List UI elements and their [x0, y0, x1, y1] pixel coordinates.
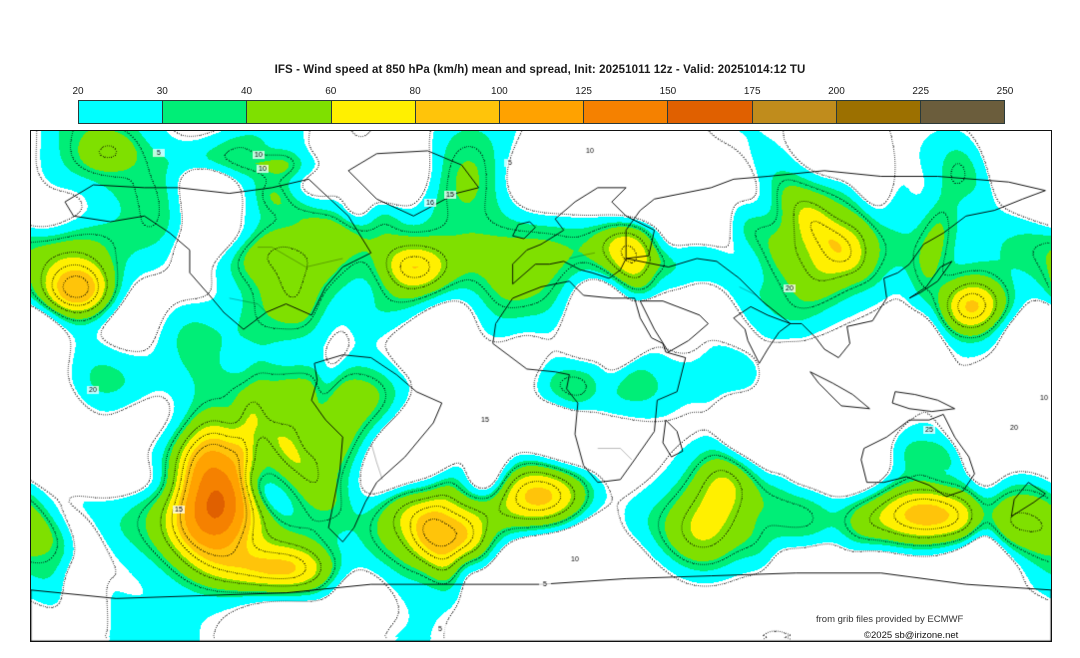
colorbar-segment-150: [668, 101, 753, 123]
colorbar-tick-150: 150: [659, 86, 677, 97]
colorbar-segment-60: [331, 101, 416, 123]
colorbar-tick-175: 175: [743, 86, 761, 97]
colorbar-tick-60: 60: [325, 86, 337, 97]
page-title: IFS - Wind speed at 850 hPa (km/h) mean …: [274, 64, 806, 76]
colorbar-segment-80: [415, 101, 500, 123]
colorbar-gradient: [78, 100, 1005, 124]
colorbar-tick-200: 200: [828, 86, 845, 97]
colorbar-tick-30: 30: [156, 86, 168, 97]
colorbar: 20 30 40 60 80 100 125 150 175 200 225 250: [72, 86, 1013, 126]
map-frame[interactable]: [30, 130, 1052, 642]
colorbar-segment-30: [163, 101, 248, 123]
colorbar-segment-20: [79, 101, 164, 123]
colorbar-segment-100: [499, 101, 585, 123]
copyright-notice: ©2025 sb@irizone.net: [864, 630, 959, 641]
colorbar-segment-225: [920, 101, 1005, 123]
colorbar-tick-250: 250: [996, 86, 1014, 97]
data-source-credit: from grib files provided by ECMWF: [816, 614, 964, 625]
colorbar-tick-labels: 20 30 40 60 80 100 125 150 175 200 225 250: [72, 86, 1013, 100]
colorbar-tick-20: 20: [72, 86, 84, 97]
colorbar-segment-200: [836, 101, 921, 123]
colorbar-tick-100: 100: [491, 86, 508, 97]
colorbar-segment-40: [247, 101, 332, 123]
wind-speed-spread-map[interactable]: [31, 131, 1051, 641]
colorbar-segment-175: [752, 101, 837, 123]
colorbar-tick-125: 125: [575, 86, 592, 97]
colorbar-segment-125: [584, 101, 669, 123]
colorbar-tick-80: 80: [409, 86, 421, 97]
colorbar-tick-40: 40: [240, 86, 253, 97]
colorbar-tick-225: 225: [912, 86, 930, 97]
